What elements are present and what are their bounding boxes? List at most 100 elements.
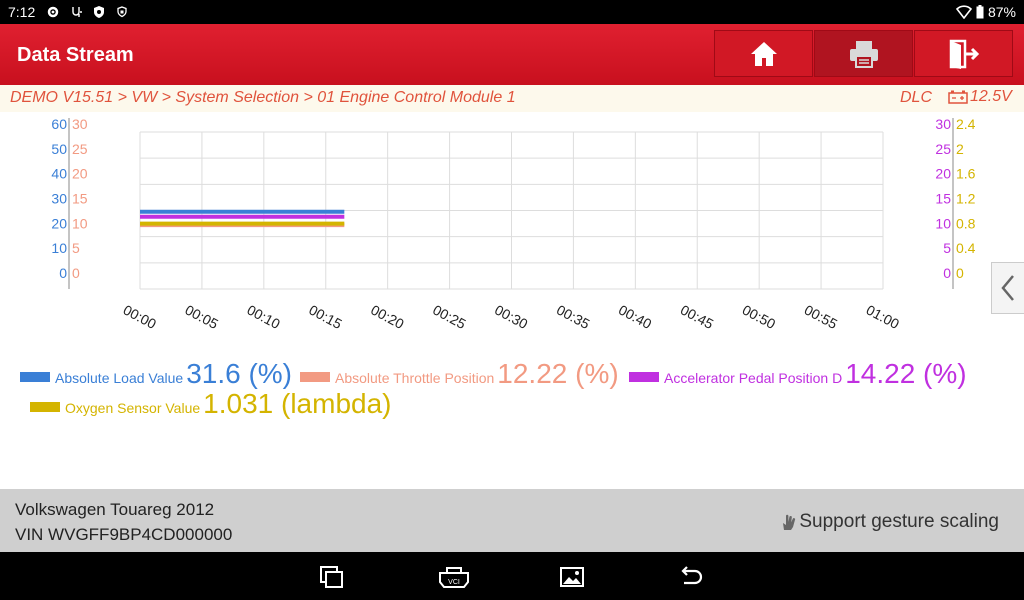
page-title: Data Stream [17, 44, 134, 66]
legend-swatch [20, 372, 50, 382]
vin-label: VIN WVGFF9BP4CD000000 [15, 525, 233, 544]
y-tick-label: 0 [943, 265, 951, 281]
legend-swatch [629, 372, 659, 382]
x-tick-label: 00:50 [740, 302, 779, 333]
y-tick-label: 40 [51, 166, 67, 182]
y-tick-label: 2 [956, 141, 964, 157]
usb-debug-icon [72, 7, 82, 17]
x-tick-text: 00:40 [616, 302, 655, 333]
x-tick-label: 00:20 [368, 302, 407, 333]
print-button[interactable] [814, 30, 913, 77]
x-tick-label: 00:45 [678, 302, 717, 333]
x-tick-label: 00:55 [802, 302, 841, 333]
y-tick-label: 60 [51, 116, 67, 132]
x-tick-text: 00:15 [306, 302, 345, 333]
y-tick-label: 0.8 [956, 215, 976, 231]
vci-icon: VCI [439, 567, 469, 588]
legend-swatch [30, 402, 60, 412]
y-tick-label: 10 [72, 215, 88, 231]
legend-value: 12.22 (%) [497, 358, 619, 389]
hand-gesture-icon [783, 514, 796, 530]
legend-value: 14.22 (%) [845, 358, 967, 389]
y-tick-label: 15 [72, 191, 88, 207]
vehicle-info-bar: Volkswagen Touareg 2012 VIN WVGFF9BP4CD0… [0, 489, 1024, 552]
y-tick-label: 50 [51, 141, 67, 157]
recent-apps-button[interactable] [318, 564, 346, 590]
y-tick-label: 25 [935, 141, 951, 157]
y-tick-label: 2.4 [956, 116, 976, 132]
screenshot-button[interactable] [558, 564, 586, 590]
y-tick-label: 5 [943, 240, 951, 256]
legend-label: Absolute Load Value [55, 370, 184, 386]
x-tick-text: 00:25 [430, 302, 469, 333]
svg-text:VCI: VCI [448, 579, 460, 586]
voltage-indicator: 12.5V [948, 88, 1012, 106]
x-tick-label: 00:35 [554, 302, 593, 333]
x-tick-text: 01:00 [864, 302, 903, 333]
voltage-value: 12.5V [970, 88, 1012, 105]
legend-swatch [300, 372, 330, 382]
gesture-hint-text: Support gesture scaling [799, 511, 999, 532]
settings-icon [47, 6, 59, 18]
image-icon [560, 567, 584, 587]
exit-button[interactable] [914, 30, 1013, 77]
legend-item: Oxygen Sensor Value 1.031 (lambda) [30, 388, 392, 420]
title-bar: Data Stream [0, 24, 1024, 85]
vci-button[interactable]: VCI [437, 564, 471, 590]
x-tick-label: 00:00 [121, 302, 160, 333]
y-tick-label: 30 [935, 116, 951, 132]
x-tick-text: 00:10 [244, 302, 283, 333]
y-tick-label: 15 [935, 191, 951, 207]
x-tick-label: 00:05 [183, 302, 222, 333]
x-tick-label: 01:00 [864, 302, 903, 333]
breadcrumb-bar: DEMO V15.51 > VW > System Selection > 01… [0, 85, 1024, 112]
y-tick-label: 20 [51, 215, 67, 231]
x-tick-label: 00:25 [430, 302, 469, 333]
battery-voltage-icon [948, 90, 968, 104]
y-tick-label: 10 [51, 240, 67, 256]
gesture-hint: Support gesture scaling [781, 511, 999, 533]
vpn-icon [117, 6, 127, 18]
legend-item: Absolute Load Value 31.6 (%) [20, 358, 292, 390]
y-tick-label: 30 [72, 116, 88, 132]
data-stream-chart[interactable]: 60504030201003025201510503025201510502.4… [0, 112, 1024, 342]
battery-icon [976, 5, 984, 19]
legend-value: 31.6 (%) [186, 358, 293, 389]
x-tick-text: 00:35 [554, 302, 593, 333]
android-nav-bar: VCI [0, 552, 1024, 600]
legend-item: Absolute Throttle Position 12.22 (%) [300, 358, 619, 390]
legend-value: 1.031 (lambda) [203, 388, 392, 419]
battery-percent: 87% [987, 4, 1016, 20]
chart-series [140, 209, 345, 228]
status-right: 87% [955, 4, 1016, 20]
legend-item: Accelerator Pedal Position D 14.22 (%) [629, 358, 967, 390]
home-icon [750, 41, 777, 66]
y-tick-label: 0.4 [956, 240, 976, 256]
breadcrumb: DEMO V15.51 > VW > System Selection > 01… [10, 89, 516, 106]
recent-apps-icon [320, 566, 343, 588]
x-tick-text: 00:05 [183, 302, 222, 333]
y-tick-label: 1.6 [956, 166, 976, 182]
status-time: 7:12 [8, 4, 36, 20]
y-tick-label: 10 [935, 215, 951, 231]
back-icon [681, 566, 703, 585]
x-tick-label: 00:30 [492, 302, 531, 333]
y-tick-label: 5 [72, 240, 80, 256]
print-icon [849, 40, 878, 68]
y-tick-label: 20 [935, 166, 951, 182]
home-button[interactable] [714, 30, 813, 77]
x-tick-text: 00:20 [368, 302, 407, 333]
x-tick-label: 00:15 [306, 302, 345, 333]
side-panel-toggle[interactable] [991, 262, 1024, 314]
vehicle-name: Volkswagen Touareg 2012 [15, 500, 215, 519]
legend-label: Oxygen Sensor Value [65, 400, 201, 416]
back-button[interactable] [677, 564, 705, 590]
x-tick-text: 00:55 [802, 302, 841, 333]
y-tick-label: 1.2 [956, 191, 976, 207]
y-tick-label: 25 [72, 141, 88, 157]
x-tick-text: 00:50 [740, 302, 779, 333]
x-tick-text: 00:00 [121, 302, 160, 333]
y-tick-label: 0 [72, 265, 80, 281]
y-tick-label: 20 [72, 166, 88, 182]
wifi-icon [955, 5, 972, 19]
